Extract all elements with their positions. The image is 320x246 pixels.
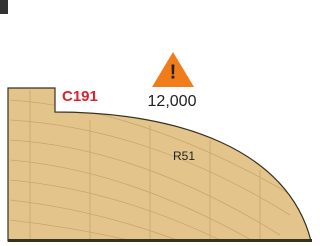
warning-mark: ! xyxy=(170,61,177,83)
radius-label: R51 xyxy=(173,149,195,163)
bit-profile-diagram: ! C191 12,000 R51 xyxy=(0,0,317,246)
wood-profile xyxy=(8,88,311,241)
rpm-label: 12,000 xyxy=(148,93,197,110)
model-code: C191 xyxy=(62,88,98,105)
base-line xyxy=(8,239,312,242)
corner-mark xyxy=(0,0,8,14)
